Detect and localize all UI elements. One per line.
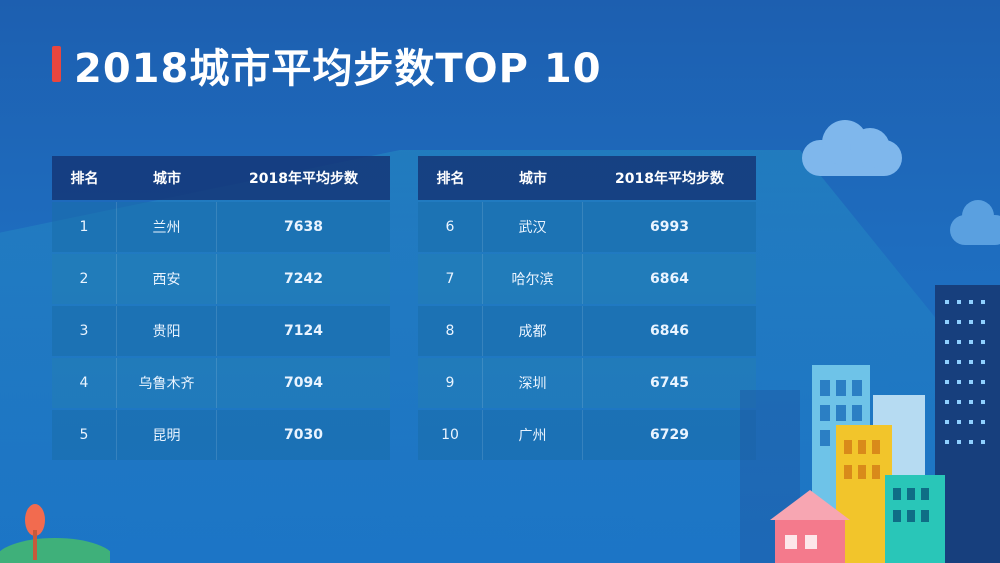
rank-cell: 5 [52,410,117,460]
rank-cell: 10 [418,410,483,460]
rank-cell: 3 [52,306,117,356]
city-cell: 西安 [117,254,217,304]
steps-cell: 6729 [583,410,756,460]
city-cell: 贵阳 [117,306,217,356]
rank-cell: 6 [418,202,483,252]
rank-cell: 1 [52,202,117,252]
table-header-row: 排名 城市 2018年平均步数 [52,156,390,200]
table-row: 1 兰州 7638 [52,202,390,252]
city-skyline-illustration [740,285,1000,563]
header-city: 城市 [117,156,217,200]
steps-cell: 6745 [583,358,756,408]
city-cell: 深圳 [483,358,583,408]
city-cell: 武汉 [483,202,583,252]
steps-cell: 6864 [583,254,756,304]
table-row: 8 成都 6846 [418,306,756,356]
table-row: 2 西安 7242 [52,254,390,304]
table-row: 10 广州 6729 [418,410,756,460]
header-steps: 2018年平均步数 [217,156,390,200]
rank-cell: 2 [52,254,117,304]
table-row: 4 乌鲁木齐 7094 [52,358,390,408]
steps-cell: 7638 [217,202,390,252]
steps-cell: 6846 [583,306,756,356]
city-cell: 成都 [483,306,583,356]
rank-cell: 9 [418,358,483,408]
city-cell: 广州 [483,410,583,460]
table-row: 3 贵阳 7124 [52,306,390,356]
steps-cell: 7242 [217,254,390,304]
header-rank: 排名 [418,156,483,200]
tree-illustration [0,504,110,563]
ranking-table-right: 排名 城市 2018年平均步数 6 武汉 6993 7 哈尔滨 6864 8 成… [418,154,756,462]
header-city: 城市 [483,156,583,200]
city-cell: 哈尔滨 [483,254,583,304]
steps-cell: 7124 [217,306,390,356]
table-row: 6 武汉 6993 [418,202,756,252]
ranking-table-left: 排名 城市 2018年平均步数 1 兰州 7638 2 西安 7242 3 贵阳… [52,154,390,462]
rank-cell: 7 [418,254,483,304]
city-cell: 昆明 [117,410,217,460]
table-row: 7 哈尔滨 6864 [418,254,756,304]
steps-cell: 6993 [583,202,756,252]
page-title: 2018城市平均步数TOP 10 [74,46,602,92]
table-row: 9 深圳 6745 [418,358,756,408]
table-row: 5 昆明 7030 [52,410,390,460]
rank-cell: 4 [52,358,117,408]
city-cell: 兰州 [117,202,217,252]
header-steps: 2018年平均步数 [583,156,756,200]
title-accent-bar [52,46,61,82]
city-cell: 乌鲁木齐 [117,358,217,408]
steps-cell: 7094 [217,358,390,408]
table-header-row: 排名 城市 2018年平均步数 [418,156,756,200]
header-rank: 排名 [52,156,117,200]
rank-cell: 8 [418,306,483,356]
steps-cell: 7030 [217,410,390,460]
